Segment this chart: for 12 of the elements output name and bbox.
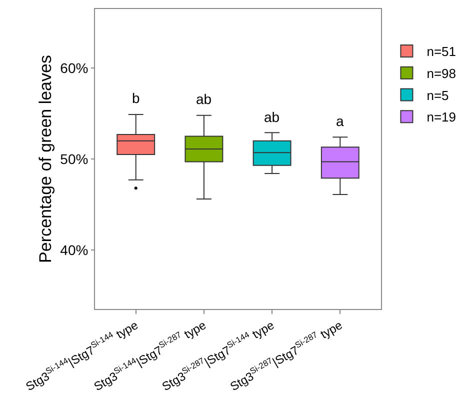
y-tick-label: 40%	[60, 242, 88, 258]
legend-label: n=51	[426, 44, 456, 60]
y-tick-label: 60%	[60, 60, 88, 76]
y-tick-label: 50%	[60, 150, 88, 167]
legend-label: n=19	[426, 110, 456, 125]
annotation: ab	[196, 91, 212, 107]
annotation: a	[336, 113, 344, 129]
y-axis-title: Percentage of green leaves	[36, 55, 55, 263]
annotation: ab	[264, 109, 280, 125]
legend-label: n=5	[426, 88, 449, 103]
legend-label: n=98	[426, 66, 456, 81]
annotation: b	[132, 90, 140, 106]
